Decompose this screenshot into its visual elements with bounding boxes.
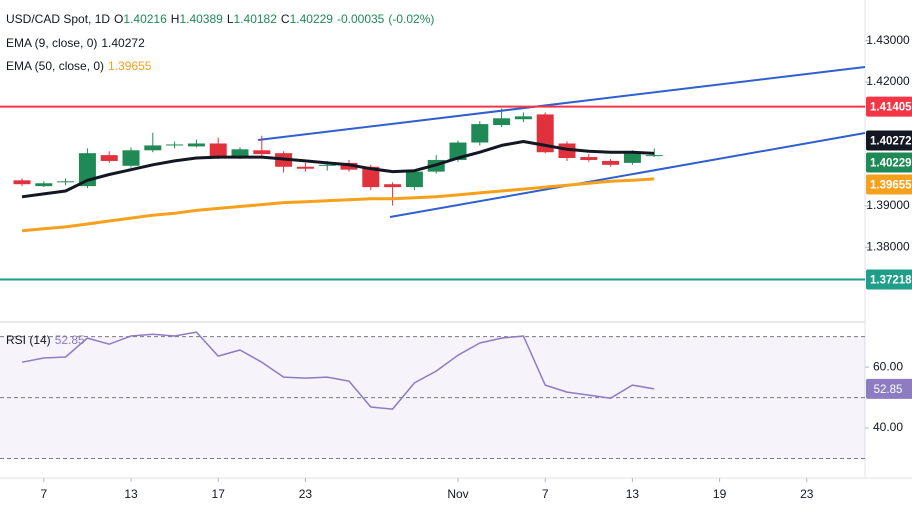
ohlc-item: H1.40389: [171, 12, 223, 26]
candle-body: [13, 180, 31, 185]
candle-body: [318, 164, 336, 166]
rsi-tick-label: 60.00: [873, 359, 903, 373]
price-badge-label: 1.41405: [870, 102, 912, 114]
ohlc-item: C1.40229: [281, 12, 333, 26]
symbol-legend: USD/CAD Spot, 1D O1.40216 H1.40389 L1.40182…: [6, 12, 434, 26]
candle-body: [231, 149, 249, 158]
candle-body: [580, 157, 598, 160]
ema-name: EMA (9, close, 0): [6, 36, 98, 50]
ohlc-item: O1.40216: [114, 12, 167, 26]
candle-body: [623, 152, 641, 163]
y-tick-label: 1.38000: [866, 239, 910, 253]
ema-line: [21, 177, 655, 233]
x-tick-label: 23: [299, 487, 313, 501]
ema-line: [21, 140, 655, 199]
rsi-tick-label: 40.00: [873, 420, 903, 434]
candle-body: [122, 150, 140, 166]
x-tick-label: 13: [124, 487, 138, 501]
price-badge-label: 1.40229: [870, 158, 912, 170]
change: -0.00035: [336, 12, 385, 26]
candle-body: [100, 155, 118, 161]
ohlc-label: O: [114, 12, 124, 26]
change-pct: (-0.02%): [388, 12, 435, 26]
candle-body: [536, 114, 554, 153]
price-badge: [866, 96, 912, 117]
ema-value: 1.40272: [101, 36, 145, 50]
y-tick-label: 1.43000: [866, 33, 910, 47]
ema-name: EMA (50, close, 0): [6, 59, 105, 73]
x-tick-label: 7: [542, 487, 549, 501]
candle-body: [602, 160, 620, 165]
rsi-band: [0, 336, 865, 459]
x-tick-label: Nov: [447, 487, 468, 501]
candle-body: [493, 118, 511, 126]
y-tick-label: 1.42000: [866, 74, 910, 88]
price-badge: [866, 152, 912, 173]
price-badge: [866, 269, 912, 290]
price-badge-label: 1.40272: [870, 136, 912, 148]
candle-body: [253, 150, 271, 155]
x-tick-label: 7: [40, 487, 47, 501]
candle-body: [57, 181, 75, 183]
x-tick-label: 23: [800, 487, 814, 501]
candle-body: [144, 145, 162, 151]
rsi-line: [21, 331, 655, 410]
candle-body: [166, 144, 184, 146]
rsi-badge-label: 52.85: [874, 384, 903, 396]
candle-body: [471, 124, 489, 143]
ema-legend: EMA (9, close, 0) 1.40272: [6, 36, 145, 50]
ohlc-item: L1.40182: [227, 12, 277, 26]
candle-body: [35, 183, 53, 187]
ohlc-value: 1.40182: [233, 12, 277, 26]
price-badge: [866, 130, 912, 151]
ema-value: 1.39655: [108, 59, 152, 73]
price-badge-label: 1.37218: [870, 275, 912, 287]
ema-legend: EMA (50, close, 0) 1.39655: [6, 59, 151, 73]
ohlc-value: 1.40216: [123, 12, 167, 26]
ohlc-label: L: [226, 12, 234, 26]
candle-body: [209, 143, 227, 157]
x-tick-label: 17: [212, 487, 226, 501]
rsi-legend: RSI (14) 52.85: [6, 333, 85, 347]
candle-body: [645, 155, 663, 157]
x-tick-label: 19: [713, 487, 727, 501]
trend-line: [389, 132, 866, 218]
rsi-name: RSI (14): [6, 333, 51, 347]
candle-body: [514, 116, 532, 120]
price-badge-label: 1.39655: [870, 180, 912, 192]
rsi-value: 52.85: [54, 333, 85, 347]
price-badge: [866, 174, 912, 195]
candle-body: [362, 166, 380, 188]
ohlc-value: 1.40229: [289, 12, 333, 26]
rsi-badge: [866, 378, 912, 399]
candle-body: [187, 143, 205, 147]
y-tick-label: 1.39000: [866, 198, 910, 212]
ohlc-value: 1.40389: [179, 12, 223, 26]
x-tick-label: 13: [626, 487, 640, 501]
candle-body: [405, 171, 423, 188]
symbol: USD/CAD Spot, 1D: [6, 12, 111, 26]
ohlc-label: H: [170, 12, 180, 26]
candle-body: [296, 166, 314, 169]
candle-body: [384, 184, 402, 188]
ohlc-label: C: [280, 12, 290, 26]
trend-line: [257, 66, 866, 141]
